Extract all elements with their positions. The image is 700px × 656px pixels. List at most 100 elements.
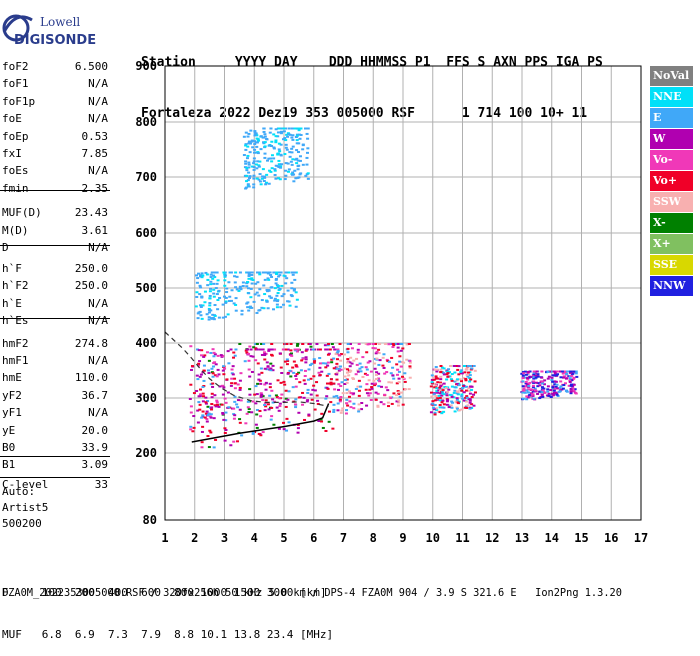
echo-mark (279, 366, 283, 369)
echo-mark (546, 370, 550, 373)
echo-mark (315, 381, 319, 384)
echo-mark (273, 168, 277, 171)
echo-mark (268, 131, 272, 134)
echo-mark (343, 367, 347, 370)
echo-mark (442, 367, 446, 370)
echo-mark (292, 289, 296, 292)
echo-mark (288, 369, 292, 372)
echo-mark (255, 177, 259, 180)
echo-mark (386, 401, 390, 404)
echo-mark (198, 284, 202, 287)
param-name: foEs (2, 164, 29, 178)
echo-mark (247, 274, 251, 277)
echo-mark (238, 421, 242, 424)
echo-mark (248, 305, 252, 308)
echo-mark (287, 271, 291, 274)
echo-mark (435, 390, 439, 393)
echo-mark (397, 401, 401, 404)
param-separator (0, 318, 110, 319)
echo-mark (536, 385, 540, 388)
echo-mark (275, 303, 279, 306)
echo-mark (214, 287, 218, 290)
echo-mark (201, 410, 205, 413)
echo-mark (290, 151, 294, 154)
echo-mark (532, 381, 536, 384)
echo-mark (293, 169, 297, 172)
echo-mark (264, 399, 268, 402)
echo-mark (334, 367, 338, 370)
echo-mark (248, 388, 252, 391)
echo-mark (266, 277, 270, 280)
echo-mark (198, 375, 202, 378)
echo-mark (386, 360, 390, 363)
echo-mark (272, 308, 276, 311)
echo-mark (296, 159, 300, 162)
echo-mark (227, 299, 231, 302)
echo-mark (252, 166, 256, 169)
echo-mark (470, 367, 474, 370)
echo-mark (282, 428, 286, 431)
echo-mark (200, 441, 204, 444)
echo-mark (211, 372, 215, 375)
echo-mark (435, 370, 439, 373)
echo-mark (212, 274, 216, 277)
echo-mark (315, 343, 319, 345)
echo-mark (473, 369, 477, 372)
echo-mark (247, 142, 251, 145)
x-tick-label: 14 (545, 531, 559, 545)
echo-mark (521, 391, 525, 394)
echo-mark (207, 311, 211, 314)
echo-mark (208, 415, 212, 418)
echo-mark (549, 389, 553, 392)
echo-mark (247, 309, 251, 312)
echo-mark (267, 349, 271, 352)
echo-mark (358, 367, 362, 370)
echo-mark (233, 281, 237, 284)
y-tick-label: 600 (135, 226, 157, 240)
echo-mark (324, 429, 328, 432)
echo-mark (525, 383, 529, 386)
echo-mark (246, 145, 250, 148)
echo-mark (349, 406, 353, 409)
echo-mark (223, 279, 227, 282)
echo-mark (468, 398, 472, 401)
echo-mark (365, 383, 369, 386)
echo-mark (269, 157, 273, 160)
echo-mark (317, 419, 321, 422)
echo-mark (539, 395, 543, 398)
echo-mark (258, 409, 262, 412)
echo-mark (437, 389, 441, 392)
echo-mark (244, 187, 248, 190)
echo-mark (318, 374, 322, 377)
echo-mark (200, 272, 204, 275)
param-name: D (2, 240, 9, 254)
echo-mark (250, 140, 254, 143)
param-value: 20.0 (81, 423, 109, 437)
echo-mark (445, 370, 449, 373)
echo-mark (267, 408, 271, 411)
echo-mark (470, 388, 474, 391)
echo-mark (346, 358, 350, 361)
echo-mark (284, 348, 288, 351)
echo-mark (306, 127, 310, 130)
echo-mark (293, 348, 297, 351)
y-tick-label: 400 (135, 336, 157, 350)
param-row: h`F 250.0 (0, 260, 112, 277)
echo-mark (252, 157, 256, 160)
echo-mark (248, 271, 252, 274)
echo-mark (246, 135, 250, 138)
echo-mark (433, 382, 437, 385)
ionogram-plot: 1 2 3 4 5 6 7 8 9 10 11 12 13 14 15 16 17 80200300400500… (135, 59, 648, 545)
echo-mark (200, 349, 204, 352)
echo-mark (378, 343, 382, 345)
echo-mark (521, 374, 525, 377)
echo-mark (284, 389, 288, 392)
echo-mark (396, 343, 400, 345)
echo-mark (231, 365, 235, 368)
echo-mark (455, 397, 459, 400)
echo-mark (204, 401, 208, 404)
echo-mark (450, 373, 454, 376)
echo-mark (277, 166, 281, 169)
echo-mark (204, 412, 208, 415)
echo-mark (547, 394, 551, 397)
